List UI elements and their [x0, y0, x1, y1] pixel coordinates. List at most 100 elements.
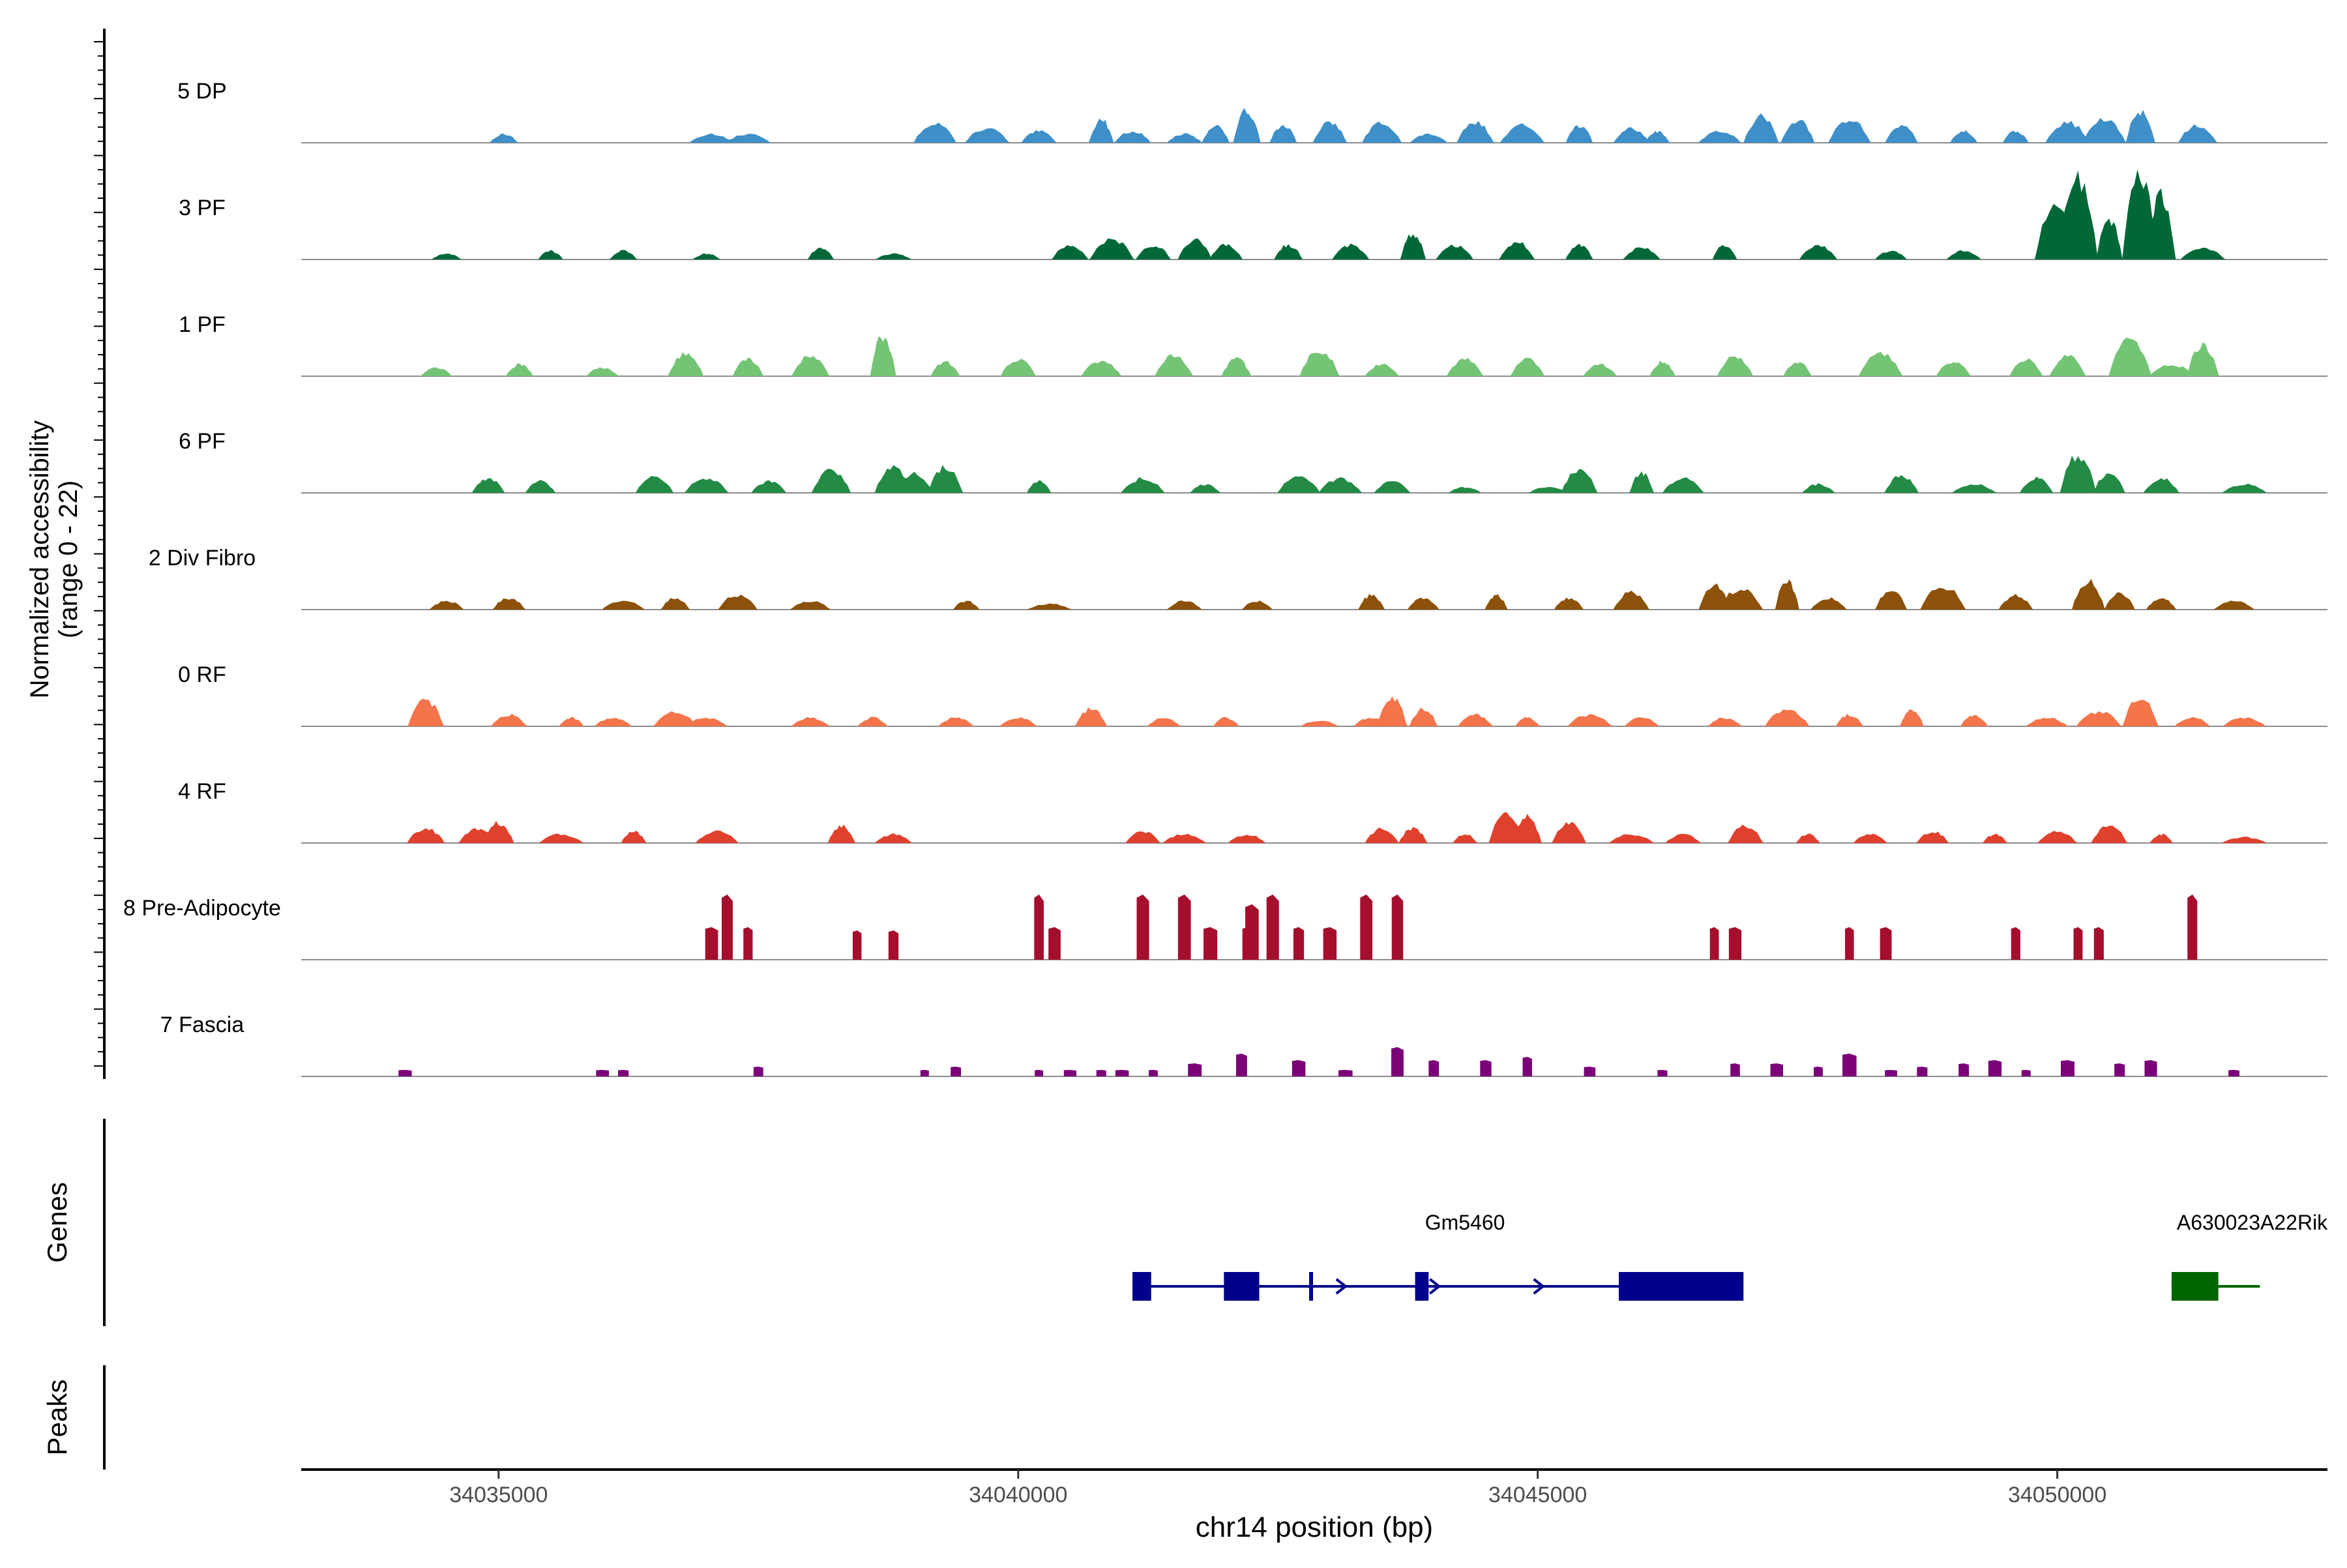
gene-exon [2171, 1272, 2219, 1301]
accessibility-peak [1795, 833, 1820, 843]
accessibility-peak [586, 367, 619, 376]
accessibility-peak [668, 352, 704, 376]
accessibility-peak [407, 828, 445, 843]
accessibility-peak [1624, 717, 1659, 726]
accessibility-peak [1801, 483, 1835, 493]
track-label: 8 Pre-Adipocyte [123, 896, 281, 921]
accessibility-peak [1853, 833, 1887, 843]
accessibility-peak [1292, 1060, 1306, 1076]
accessibility-peak [928, 465, 964, 493]
gene-strand-arrow [1533, 1278, 1545, 1295]
gene-1: A630023A22Rik [2171, 1211, 2328, 1301]
accessibility-peak [1561, 469, 1598, 493]
accessibility-peak [1241, 600, 1273, 610]
accessibility-peak [2093, 927, 2104, 960]
accessibility-peak [1293, 927, 1305, 960]
track-5: 0 RF [178, 662, 2327, 727]
accessibility-peak [2146, 598, 2177, 610]
gene-exon [1309, 1272, 1314, 1301]
accessibility-peak [471, 478, 505, 493]
accessibility-peak [870, 336, 896, 376]
accessibility-peak [1155, 354, 1194, 376]
x-tick-label: 34050000 [2008, 1483, 2106, 1507]
accessibility-peak [635, 475, 674, 493]
accessibility-peak [1377, 696, 1408, 726]
accessibility-peak [888, 930, 899, 960]
accessibility-peak [875, 253, 912, 259]
accessibility-peak [1484, 594, 1508, 610]
accessibility-peak [1228, 835, 1266, 843]
accessibility-peak [791, 356, 830, 376]
accessibility-peak [1920, 587, 1966, 610]
gene-exon [1618, 1272, 1744, 1301]
accessibility-peak [491, 713, 527, 726]
accessibility-peak [827, 824, 855, 843]
track-label: 2 Div Fibro [149, 546, 256, 570]
accessibility-peak [2228, 1070, 2240, 1076]
accessibility-peak [743, 927, 753, 960]
accessibility-peak [1770, 1063, 1783, 1076]
accessibility-peak [725, 134, 771, 143]
accessibility-peak [2093, 473, 2125, 493]
accessibility-peak [1052, 245, 1089, 259]
accessibility-peak [1565, 243, 1593, 259]
accessibility-peak [1121, 477, 1165, 493]
genes-panel-label: Genes [42, 1182, 72, 1263]
accessibility-peak [1900, 709, 1924, 726]
accessibility-peak [660, 598, 690, 610]
track-label: 5 DP [177, 79, 227, 104]
accessibility-peak [1332, 243, 1370, 259]
accessibility-peak [558, 717, 584, 726]
accessibility-peak [1885, 1070, 1897, 1076]
accessibility-peak [1522, 1057, 1532, 1076]
accessibility-peak [1081, 361, 1122, 376]
accessibility-peak [1034, 895, 1044, 960]
track-label: 4 RF [178, 779, 226, 804]
accessibility-peak [1644, 130, 1670, 143]
accessibility-peak [2221, 483, 2267, 493]
accessibility-peak [1221, 357, 1252, 376]
accessibility-peak [684, 479, 729, 493]
accessibility-peak [594, 718, 632, 726]
accessibility-peak [1845, 927, 1854, 960]
track-8: 7 Fascia [160, 1013, 2327, 1077]
accessibility-peak [790, 601, 831, 610]
accessibility-peak [1202, 125, 1230, 143]
y-axis-title-line1: Normalized accessibility [25, 421, 54, 699]
accessibility-peak [1358, 593, 1385, 610]
accessibility-peak [1436, 244, 1473, 259]
accessibility-peak [2144, 1060, 2157, 1076]
gene-strand-arrow [1429, 1278, 1441, 1295]
accessibility-peak [1510, 357, 1545, 376]
accessibility-peak [1096, 1070, 1106, 1076]
accessibility-peak [913, 123, 957, 143]
track-3: 6 PF [179, 429, 2327, 494]
accessibility-peak [1554, 597, 1584, 610]
accessibility-peak [2186, 342, 2219, 376]
accessibility-peak [490, 133, 518, 143]
track-1: 3 PF [179, 169, 2327, 260]
accessibility-peak [1391, 895, 1404, 960]
accessibility-peak [1950, 130, 1978, 143]
x-tick-label: 34040000 [969, 1483, 1067, 1507]
accessibility-peak [1514, 717, 1540, 726]
accessibility-peak [1884, 475, 1919, 493]
accessibility-peak [2045, 121, 2090, 143]
accessibility-peak [999, 717, 1037, 726]
accessibility-peak [1629, 471, 1654, 493]
accessibility-peak [732, 357, 763, 376]
accessibility-peak [1338, 1070, 1353, 1076]
accessibility-peak [1323, 927, 1337, 960]
accessibility-peak [1649, 360, 1675, 376]
accessibility-peak [2076, 711, 2122, 726]
track-label: 6 PF [179, 429, 226, 454]
accessibility-peak [751, 480, 787, 493]
y-axis-title-line2: (range 0 - 22) [54, 481, 83, 638]
accessibility-peak [685, 717, 728, 726]
accessibility-peak [1048, 927, 1061, 960]
accessibility-peak [538, 833, 584, 843]
accessibility-peak [705, 927, 718, 960]
accessibility-peak [1446, 358, 1484, 376]
accessibility-peak [1480, 1060, 1492, 1076]
accessibility-peak [1453, 835, 1477, 843]
